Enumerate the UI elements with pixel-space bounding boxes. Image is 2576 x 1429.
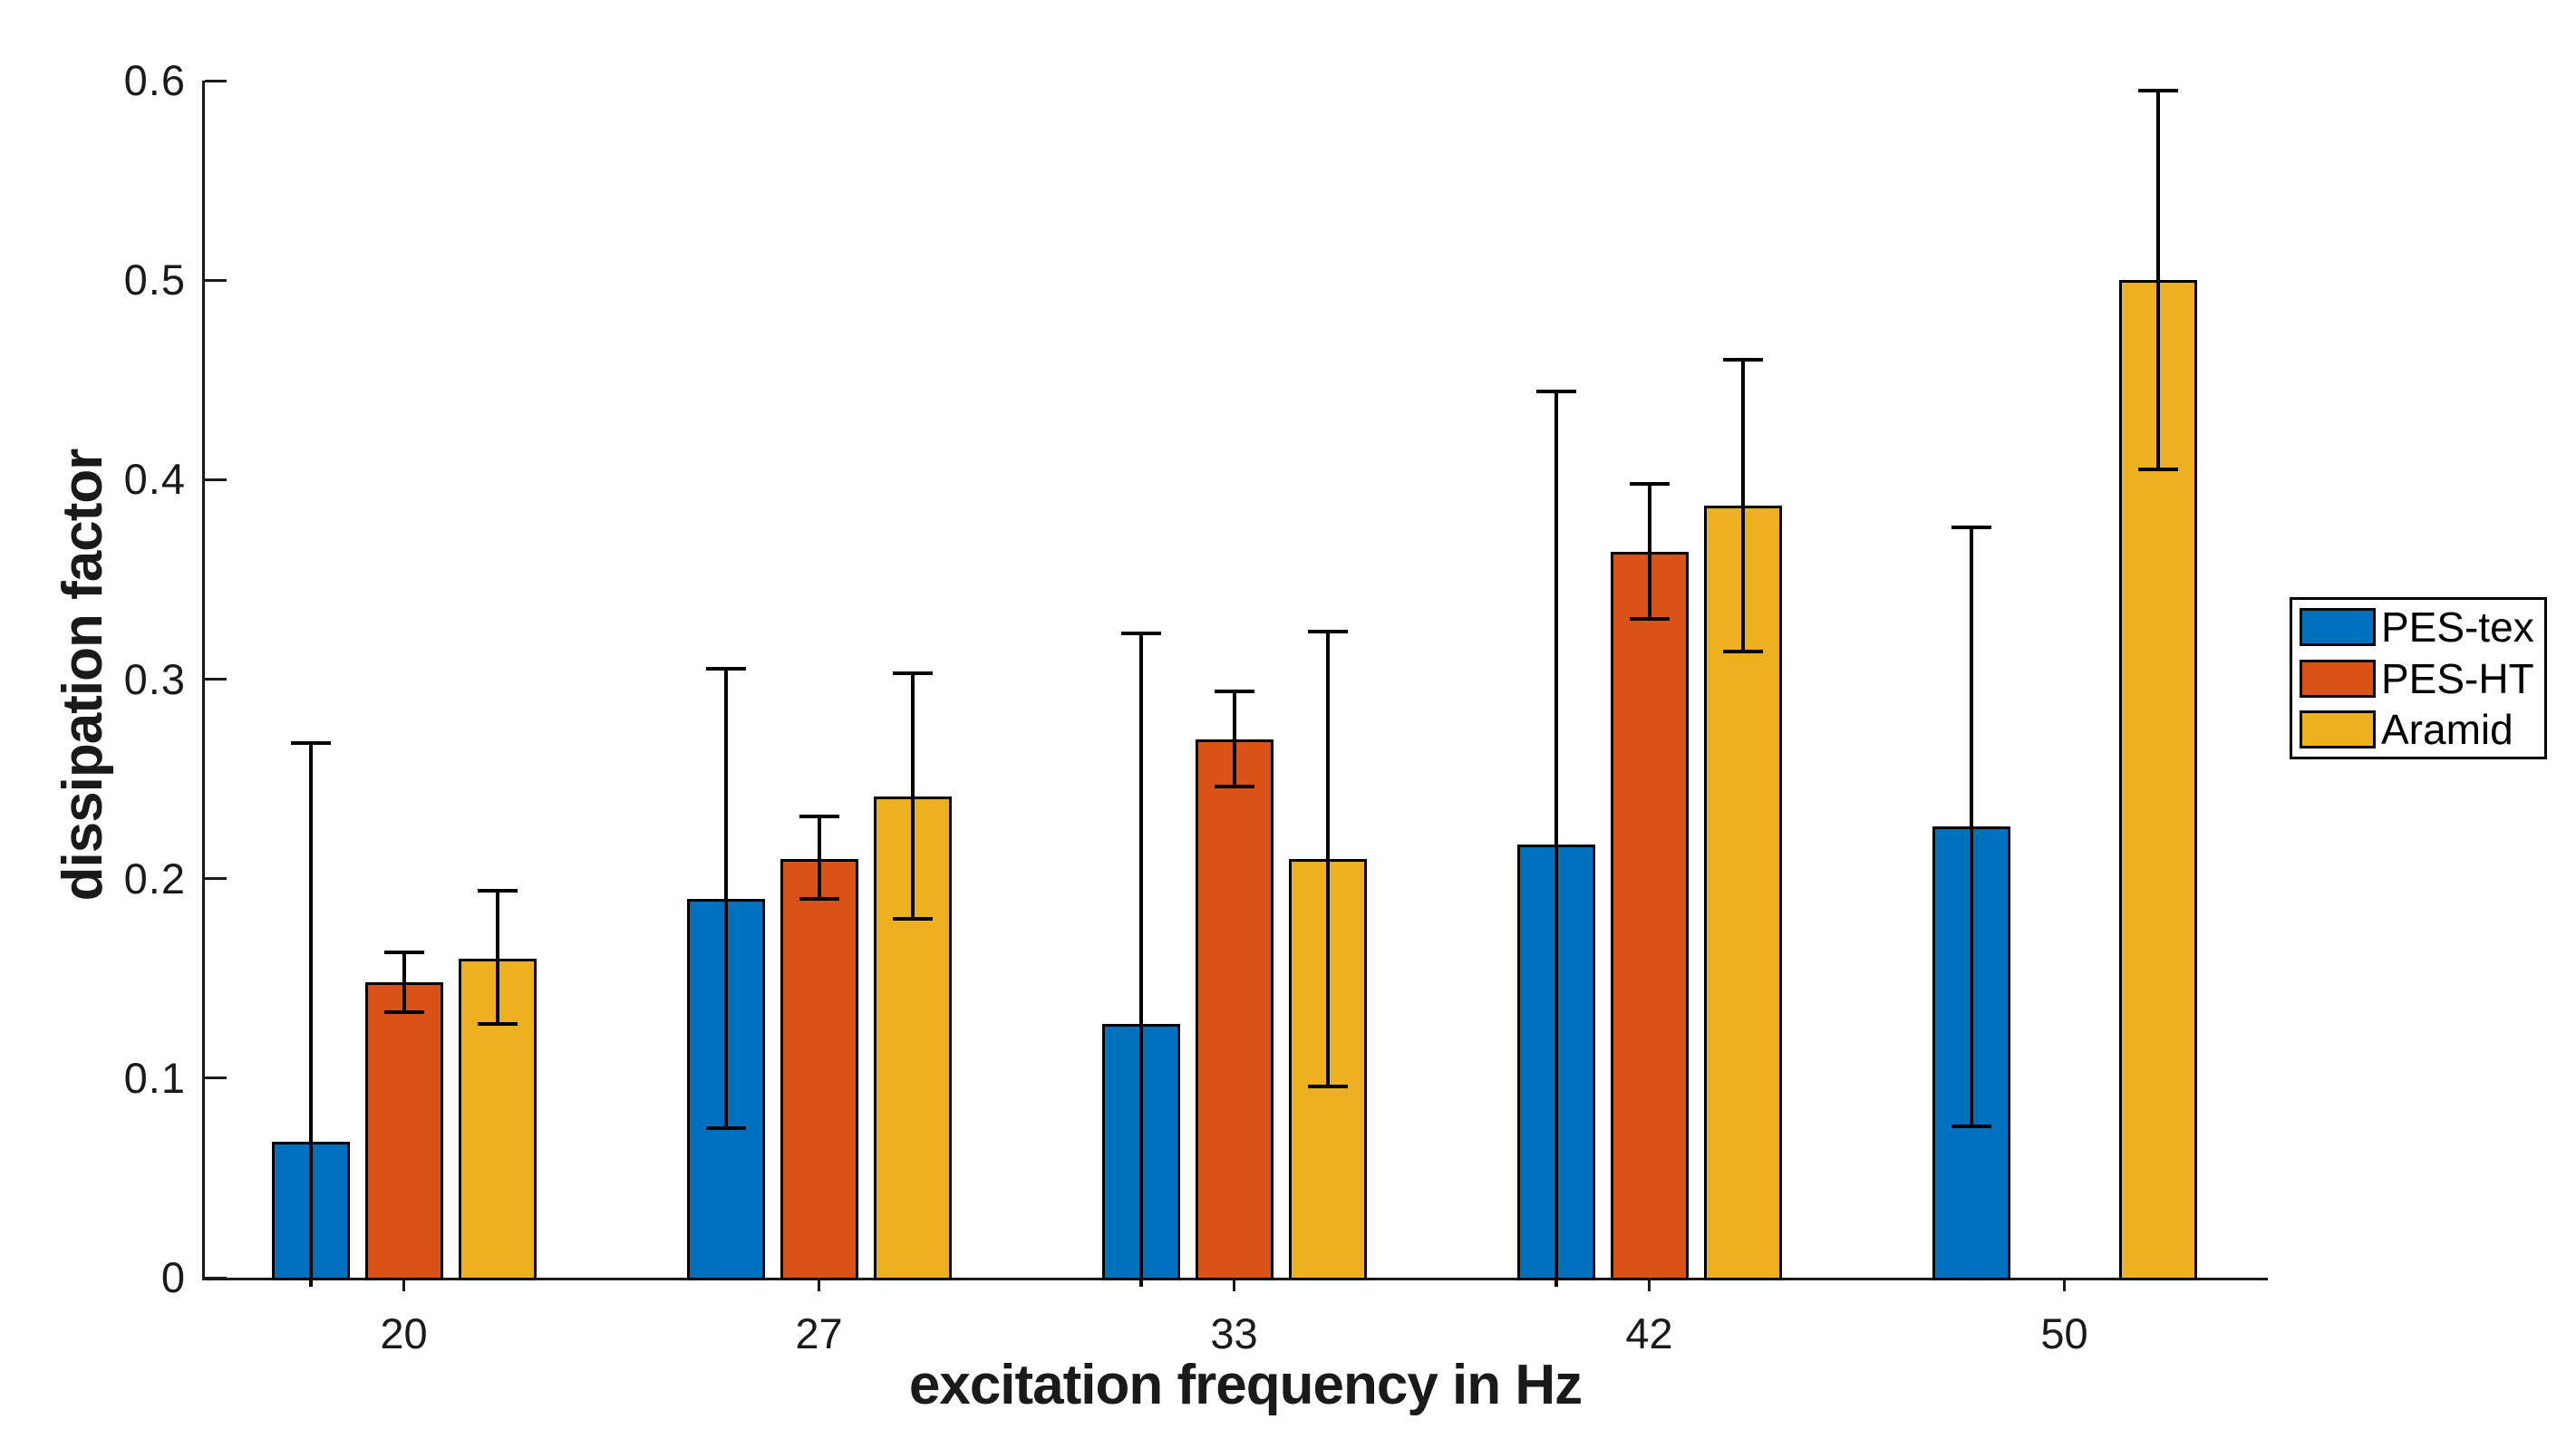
y-tick-label: 0.3 (123, 654, 186, 703)
error-cap-high (1214, 689, 1254, 693)
error-cap-high (1629, 481, 1670, 486)
error-bar-PES-tex-42hz (1554, 391, 1558, 1287)
error-bar-PES-HT-20hz (402, 952, 406, 1013)
bar-PES-HT-33hz (1195, 739, 1273, 1280)
error-cap-low (1214, 785, 1254, 789)
y-tick (205, 1276, 227, 1279)
error-bar-PES-HT-33hz (1232, 690, 1236, 787)
error-bar-Aramid-20hz (495, 890, 499, 1025)
error-cap-high (1120, 631, 1161, 635)
legend-item-pes-tex: PES-tex (2292, 603, 2544, 652)
bar-PES-HT-27hz (780, 858, 858, 1280)
y-tick-label: 0.4 (123, 455, 186, 504)
y-tick (205, 478, 227, 481)
y-tick (205, 678, 227, 681)
y-axis-line (202, 81, 205, 1280)
error-cap-high (1307, 629, 1348, 633)
x-tick-label: 42 (1625, 1309, 1673, 1357)
y-tick-label: 0.5 (123, 256, 186, 304)
error-bar-PES-tex-20hz (308, 742, 313, 1287)
legend-swatch-aramid (2300, 710, 2376, 748)
y-tick (205, 79, 227, 82)
error-cap-high (2137, 89, 2178, 92)
error-bar-PES-tex-33hz (1138, 632, 1143, 1287)
legend-swatch-pes-tex (2300, 608, 2376, 646)
legend-label: Aramid (2381, 706, 2513, 753)
y-tick-label: 0.2 (123, 854, 186, 903)
y-tick (205, 877, 227, 881)
error-cap-high (383, 951, 424, 955)
x-tick-label: 33 (1210, 1309, 1258, 1357)
error-cap-high (799, 815, 839, 819)
error-bar-PES-tex-50hz (1969, 527, 1973, 1126)
error-bar-Aramid-42hz (1740, 360, 1745, 652)
y-tick (205, 278, 227, 282)
error-bar-Aramid-27hz (910, 672, 915, 919)
error-cap-high (1722, 358, 1763, 362)
error-cap-high (290, 740, 331, 745)
x-tick-label: 50 (2040, 1309, 2088, 1357)
legend-label: PES-tex (2381, 603, 2534, 651)
x-tick (818, 1278, 820, 1291)
error-cap-high (1951, 526, 1991, 530)
x-tick (2063, 1278, 2066, 1291)
error-cap-low (477, 1022, 518, 1027)
error-cap-low (383, 1010, 424, 1015)
x-tick (402, 1278, 405, 1291)
x-axis-title: excitation frequency in Hz (908, 1354, 1583, 1416)
error-cap-high (892, 671, 933, 675)
legend-item-pes-ht: PES-HT (2292, 654, 2544, 702)
legend-label: PES-HT (2381, 654, 2534, 702)
y-tick-label: 0.6 (123, 56, 186, 104)
legend-swatch-pes-ht (2300, 659, 2376, 698)
x-tick (1233, 1278, 1235, 1291)
error-cap-low (1951, 1124, 1991, 1128)
x-tick-label: 20 (380, 1309, 428, 1357)
legend: PES-tex PES-HT Aramid (2290, 597, 2547, 759)
y-tick-label: 0 (160, 1253, 186, 1301)
bar-PES-HT-42hz (1610, 551, 1689, 1280)
error-bar-PES-HT-27hz (817, 816, 821, 899)
error-cap-high (705, 667, 746, 671)
error-cap-low (799, 896, 839, 901)
error-bar-Aramid-33hz (1325, 631, 1330, 1086)
error-cap-high (477, 888, 518, 893)
x-tick (1648, 1278, 1651, 1291)
error-cap-high (1535, 390, 1576, 394)
y-tick-label: 0.1 (123, 1053, 186, 1102)
error-cap-low (1307, 1084, 1348, 1088)
error-cap-low (705, 1125, 746, 1130)
error-cap-low (1722, 649, 1763, 653)
bar-PES-HT-20hz (364, 982, 443, 1280)
error-cap-low (1629, 617, 1670, 622)
legend-item-aramid: Aramid (2292, 706, 2544, 754)
x-tick-label: 27 (795, 1309, 843, 1357)
error-cap-low (892, 916, 933, 921)
error-bar-PES-tex-27hz (723, 669, 728, 1128)
error-bar-Aramid-50hz (2155, 91, 2160, 470)
plot-area (202, 79, 2268, 1291)
y-tick (205, 1077, 227, 1080)
error-cap-low (2137, 468, 2178, 472)
error-bar-PES-HT-42hz (1647, 483, 1651, 620)
